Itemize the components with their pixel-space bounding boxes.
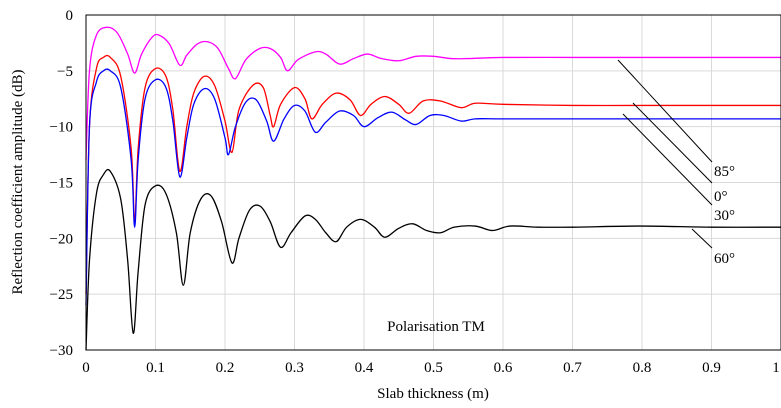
- series-line-30deg: [85, 68, 781, 306]
- x-tick-label: 0: [82, 360, 90, 376]
- y-axis-title: Reflection coefficient amplitude (dB): [10, 69, 26, 294]
- plot-frame: [85, 14, 781, 351]
- x-axis-title: Slab thickness (m): [377, 386, 489, 402]
- callout-line-0deg: [632, 102, 713, 184]
- callout-line-30deg: [622, 113, 713, 206]
- x-tick-label: 1: [772, 360, 780, 376]
- x-tick-label: 0.8: [633, 360, 652, 376]
- y-tick-label: −30: [50, 343, 73, 359]
- polarisation-annotation: Polarisation TM: [387, 319, 485, 335]
- x-tick-label: 0.1: [146, 360, 165, 376]
- series-label-0deg: 0°: [714, 189, 728, 205]
- series-callouts: 85° 0° 30° 60°: [617, 59, 735, 267]
- series-label-60deg: 60°: [714, 251, 735, 267]
- series-line-60deg: [85, 168, 781, 351]
- x-tick-label: 0.6: [494, 360, 513, 376]
- series-label-85deg: 85°: [714, 164, 735, 180]
- y-tick-label: 0: [66, 8, 74, 24]
- x-tick-label: 0.5: [424, 360, 443, 376]
- y-tick-label: −5: [57, 64, 73, 80]
- x-tick-label: 0.3: [285, 360, 304, 376]
- y-tick-label: −10: [50, 120, 73, 136]
- y-tick-label: −15: [50, 176, 73, 192]
- tick-labels: 0 0.1 0.2 0.3 0.4 0.5 0.6 0.7 0.8 0.9 1 0 −5 −10 −15 −2…: [50, 8, 780, 376]
- y-tick-label: −25: [50, 287, 73, 303]
- x-tick-label: 0.4: [355, 360, 374, 376]
- x-tick-label: 0.7: [563, 360, 582, 376]
- callout-line-60deg: [691, 228, 713, 249]
- grid: [85, 14, 781, 351]
- y-tick-label: −20: [50, 231, 73, 247]
- x-tick-label: 0.2: [216, 360, 235, 376]
- series-line-85deg: [85, 26, 781, 161]
- callout-line-85deg: [617, 59, 713, 163]
- x-tick-label: 0.9: [702, 360, 721, 376]
- series-label-30deg: 30°: [714, 208, 735, 224]
